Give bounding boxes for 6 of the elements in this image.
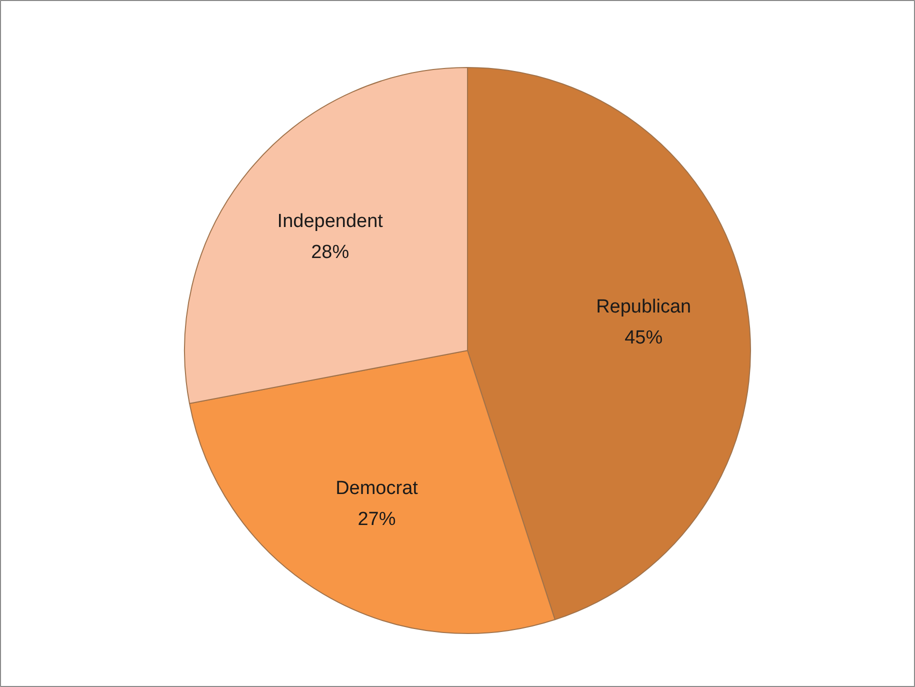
data-label: 45%	[624, 328, 663, 349]
data-label: 27%	[358, 509, 396, 530]
slice-label: Republican	[596, 296, 692, 318]
data-label: 28%	[311, 242, 350, 263]
slice-label: Democrat	[336, 478, 419, 499]
slice-label: Independent	[277, 210, 384, 232]
